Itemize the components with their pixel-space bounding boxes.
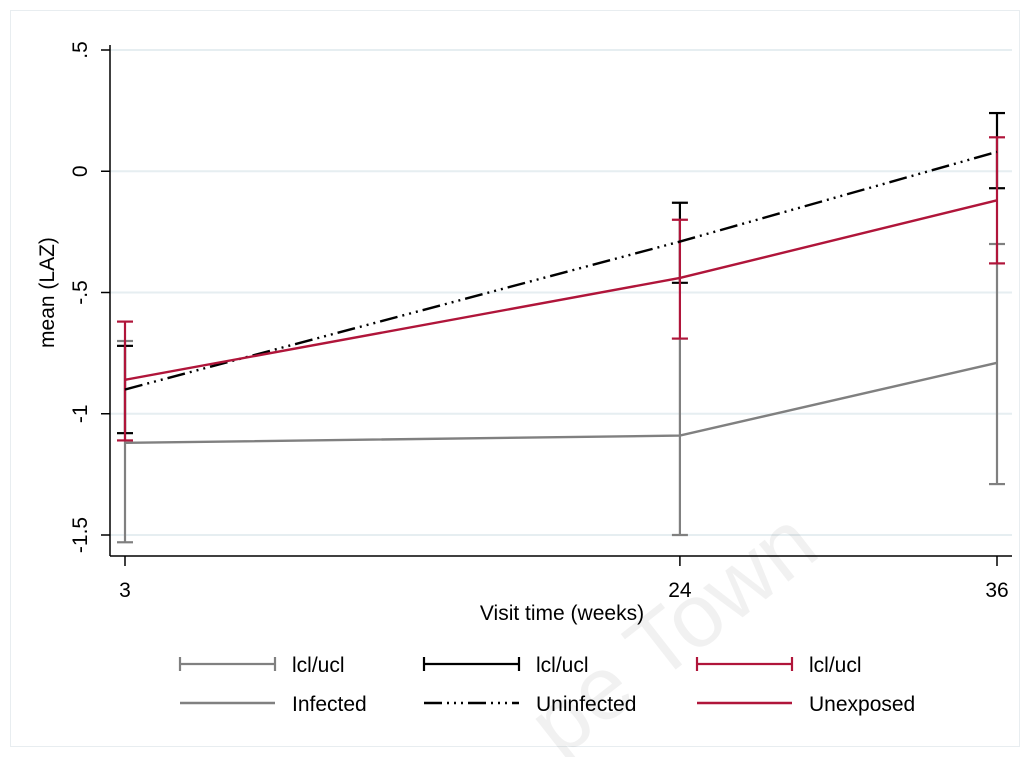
axes-layer: -1.5 -1 -.5 0 .5 3 24 36: [69, 41, 1012, 602]
y-tick-label: -1.5: [69, 517, 92, 553]
y-tick-label: -1: [69, 404, 92, 423]
y-tick-label: 0: [69, 165, 92, 177]
series-line-uninfected: [124, 150, 998, 391]
legend-ci-label: lcl/ucl: [536, 654, 589, 677]
x-tick-label: 3: [119, 579, 131, 602]
x-tick-label: 24: [668, 579, 692, 602]
series-line-infected: [124, 361, 998, 445]
x-axis-label: Visit time (weeks): [480, 602, 644, 625]
legend-series-label: Unexposed: [809, 693, 915, 716]
series-line-unexposed: [124, 199, 998, 381]
y-tick-label: .5: [69, 41, 92, 59]
error-bars-layer: [117, 111, 1005, 544]
x-tick-label: 36: [985, 579, 1008, 602]
y-axis-label: mean (LAZ): [36, 237, 59, 348]
legend-series-label: Uninfected: [536, 693, 636, 716]
error-bar: [117, 320, 133, 442]
legend-ci-label: lcl/ucl: [292, 654, 345, 677]
series-lines-layer: [124, 150, 998, 445]
grid-layer: [110, 49, 1012, 536]
y-tick-label: -.5: [69, 280, 92, 305]
chart-frame: [10, 10, 1020, 747]
legend-series-label: Infected: [292, 693, 367, 716]
legend: lcl/ucl Infected lcl/ucl Uninfected lcl/ucl U…: [178, 654, 915, 716]
legend-ci-label: lcl/ucl: [809, 654, 862, 677]
